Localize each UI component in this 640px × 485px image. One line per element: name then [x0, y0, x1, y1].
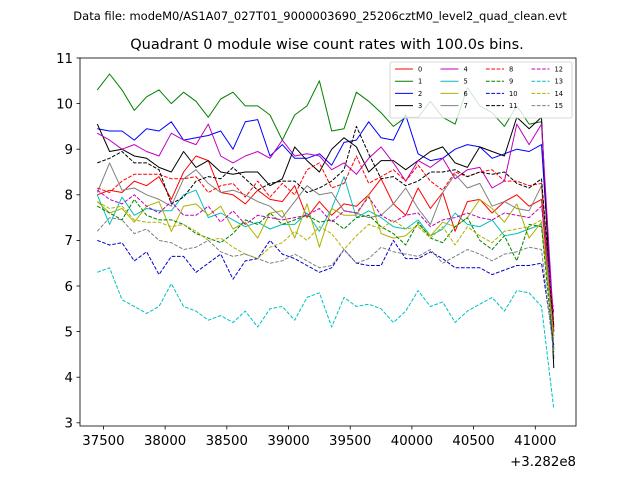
legend-label-8: 8: [509, 66, 513, 74]
legend-label-0: 0: [418, 66, 422, 74]
y-tick-label: 10: [56, 97, 73, 112]
x-tick-label: 38500: [206, 434, 248, 449]
y-tick-label: 7: [65, 234, 73, 249]
series-line-13: [97, 267, 555, 410]
legend-label-11: 11: [509, 102, 518, 110]
legend-label-10: 10: [509, 90, 518, 98]
series-line-15: [96, 217, 555, 355]
x-tick-label: 40000: [391, 434, 433, 449]
series-line-0: [97, 155, 555, 350]
legend-label-5: 5: [464, 78, 468, 86]
legend-label-7: 7: [464, 102, 468, 110]
plot-area: 37500 38000 38500 39000 39500 40000 40500 41000…: [56, 52, 577, 449]
legend-label-3: 3: [418, 102, 422, 110]
y-tick-label: 4: [65, 371, 73, 386]
series-line-10: [97, 239, 555, 346]
legend-label-15: 15: [555, 102, 564, 110]
legend-label-9: 9: [509, 78, 513, 86]
legend-label-4: 4: [464, 66, 468, 74]
x-tick-label: 37500: [82, 434, 124, 449]
series-line-9: [97, 198, 555, 353]
series-group: [96, 73, 555, 410]
series-line-11: [97, 125, 555, 328]
legend-label-2: 2: [418, 90, 422, 98]
y-axis: 3 4 5 6 7 8 9 10 11: [56, 52, 80, 432]
y-tick-label: 6: [65, 280, 73, 295]
series-line-4: [97, 123, 555, 328]
series-line-14: [97, 201, 555, 339]
series-line-12: [97, 189, 555, 314]
x-tick-label: 39500: [329, 434, 371, 449]
series-line-2: [97, 114, 555, 332]
legend-label-14: 14: [555, 90, 564, 98]
x-tick-label: 41000: [514, 434, 556, 449]
series-line-7: [96, 162, 555, 350]
legend-label-6: 6: [464, 90, 468, 98]
legend-label-1: 1: [418, 78, 422, 86]
x-axis: 37500 38000 38500 39000 39500 40000 40500 41000: [82, 426, 556, 449]
y-tick-label: 3: [65, 417, 73, 432]
legend-box: [389, 61, 573, 119]
figure-suptitle: Data file: modeM0/AS1A07_027T01_90000036…: [73, 9, 567, 23]
x-tick-label: 38000: [144, 434, 186, 449]
series-line-5: [96, 176, 555, 337]
y-tick-label: 11: [56, 52, 73, 67]
legend-label-12: 12: [555, 66, 564, 74]
x-offset-text: +3.282e8: [510, 455, 576, 470]
chart-title: Quadrant 0 module wise count rates with …: [130, 37, 524, 53]
series-line-3: [96, 116, 555, 369]
y-tick-label: 5: [65, 325, 73, 340]
x-tick-label: 39000: [267, 434, 309, 449]
y-tick-label: 8: [65, 189, 73, 204]
x-tick-label: 40500: [452, 434, 494, 449]
series-line-6: [96, 194, 555, 337]
legend-label-13: 13: [555, 78, 564, 86]
y-tick-label: 9: [65, 143, 73, 158]
axes-frame: [79, 57, 577, 427]
